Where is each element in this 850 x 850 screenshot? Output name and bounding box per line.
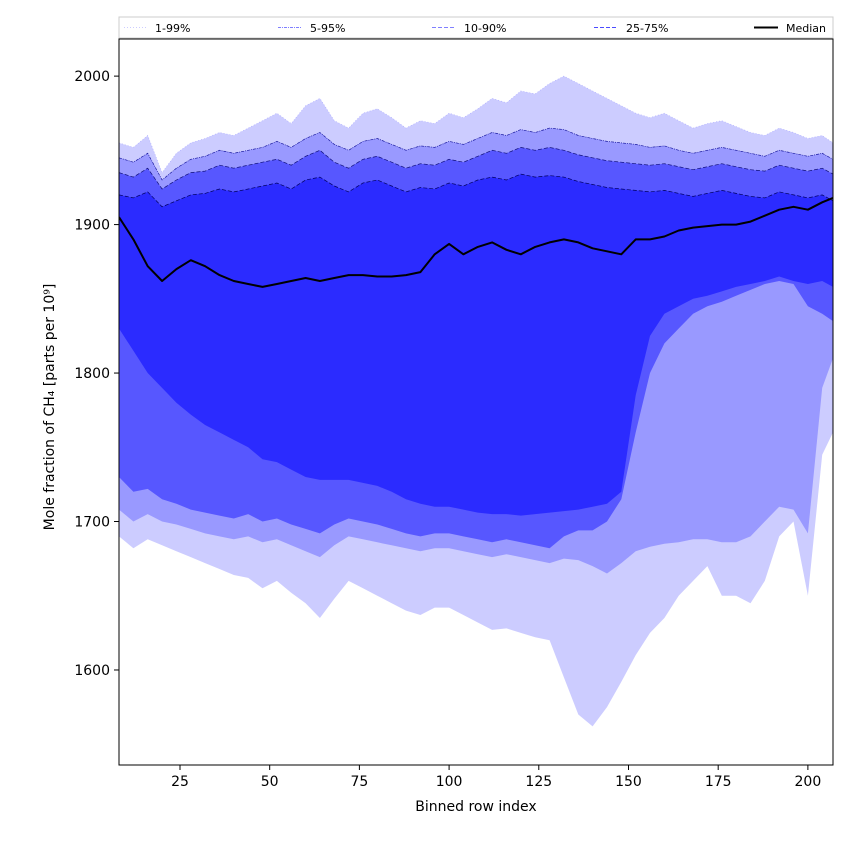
percentile-bands (119, 75, 833, 727)
x-tick-label: 125 (525, 774, 552, 790)
y-tick-label: 1700 (74, 515, 110, 531)
legend-label: 25-75% (626, 22, 668, 35)
y-tick-label: 1800 (74, 366, 110, 382)
band-25-75% (119, 174, 833, 516)
x-axis-ticks: 25 50 75 100 125 150 175 200 (171, 765, 821, 790)
y-tick-label: 2000 (74, 69, 110, 85)
x-tick-label: 175 (705, 774, 732, 790)
band-upper-edge-25-75% (119, 173, 833, 208)
plot-frame (118, 38, 834, 766)
median-layer (119, 196, 833, 288)
legend: 1-99% 5-95% 10-90% 25-75% Median (118, 16, 834, 39)
legend-box (118, 16, 834, 39)
legend-label: Median (786, 22, 826, 35)
legend-label: 5-95% (310, 22, 345, 35)
median-line (119, 196, 833, 288)
x-tick-label: 200 (795, 774, 822, 790)
band-upper-edge-10-90% (119, 147, 833, 190)
y-axis-ticks: 1600 1700 1800 1900 2000 (74, 69, 119, 679)
legend-label: 10-90% (464, 22, 506, 35)
y-tick-label: 1600 (74, 663, 110, 679)
x-tick-label: 100 (436, 774, 463, 790)
x-tick-label: 25 (171, 774, 189, 790)
y-tick-label: 1900 (74, 218, 110, 234)
y-axis-label: Mole fraction of CH₄ [parts per 10⁹] (42, 284, 58, 531)
band-upper-edge-1-99% (119, 75, 833, 174)
legend-label: 1-99% (155, 22, 190, 35)
x-tick-label: 75 (350, 774, 368, 790)
x-axis-label: Binned row index (415, 799, 536, 815)
x-tick-label: 50 (261, 774, 279, 790)
x-tick-label: 150 (615, 774, 642, 790)
